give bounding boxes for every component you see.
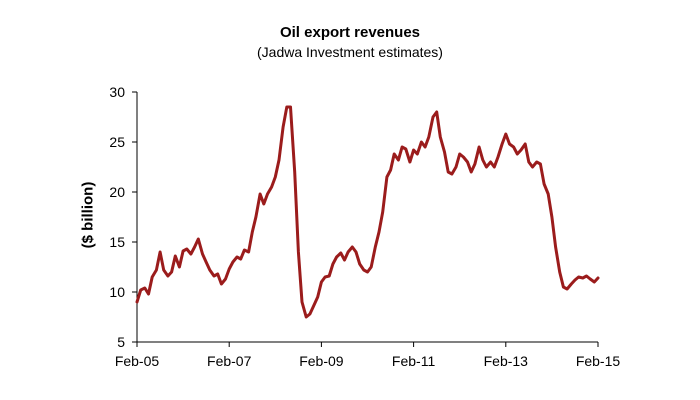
x-tick-label: Feb-09 bbox=[299, 353, 344, 369]
chart-title: Oil export revenues bbox=[279, 24, 421, 41]
x-tick-label: Feb-13 bbox=[484, 353, 529, 369]
y-tick-label: 30 bbox=[109, 84, 125, 100]
y-tick-label: 25 bbox=[109, 134, 125, 150]
y-tick-label: 10 bbox=[109, 284, 125, 300]
chart-subtitle: (Jadwa Investment estimates) bbox=[257, 44, 443, 60]
x-tick-label: Feb-11 bbox=[392, 353, 436, 369]
x-tick-label: Feb-07 bbox=[207, 353, 252, 369]
y-tick-label: 20 bbox=[109, 184, 125, 200]
x-tick-label: Feb-15 bbox=[576, 353, 621, 369]
x-tick-label: Feb-05 bbox=[115, 353, 160, 369]
y-tick-label: 15 bbox=[109, 234, 125, 250]
series-line-0 bbox=[135, 105, 600, 319]
y-tick-label: 5 bbox=[117, 334, 125, 350]
